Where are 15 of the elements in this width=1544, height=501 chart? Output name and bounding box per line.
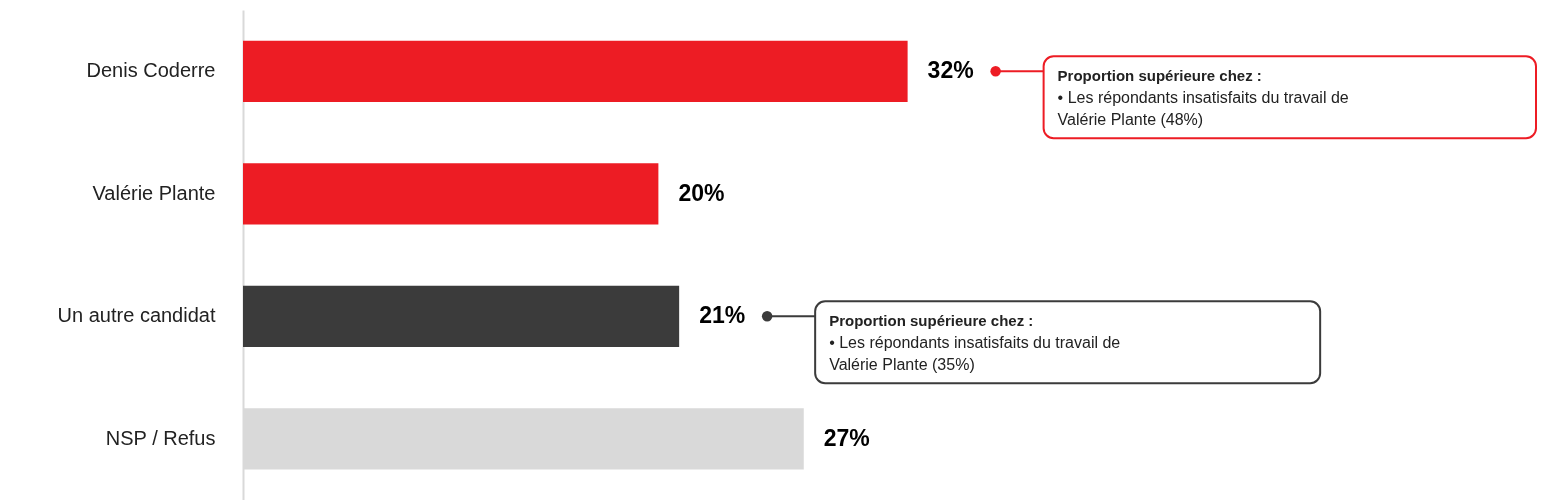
text: • Les répondants insatisfaits du travail de Valérie Plante (48%) (1057, 89, 1349, 129)
data-label: 32% (927, 57, 974, 84)
y-tick-label: Denis Coderre (86, 59, 216, 82)
data-label: 21% (699, 302, 746, 329)
bar (243, 40, 908, 102)
data-label: 27% (823, 424, 870, 451)
annotation: • Les répondants insatisfaits du travail de Valérie Plante (35%) (829, 334, 1121, 374)
y-tick-label: Un autre candidat (57, 304, 216, 327)
y-tick-label: Valérie Plante (92, 181, 216, 204)
text: Proportion supérieure chez : (1057, 67, 1262, 85)
data-label: 20% (678, 179, 725, 206)
annotation: Proportion supérieure chez : (829, 312, 1034, 330)
bar (243, 163, 659, 225)
y-tick-label: NSP / Refus (105, 426, 216, 449)
bar (243, 285, 680, 347)
